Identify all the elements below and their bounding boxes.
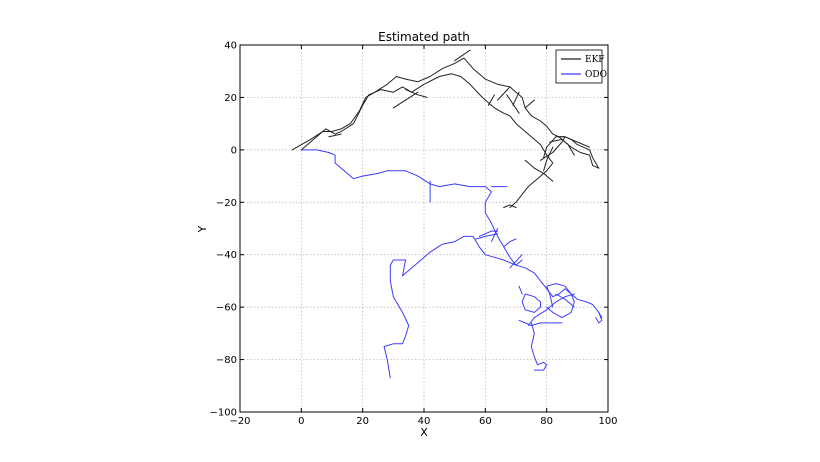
x-tick-label: 80 [540, 416, 553, 427]
y-tick-label: −80 [216, 355, 237, 366]
x-tick-label: −20 [229, 416, 250, 427]
x-tick-label: 20 [356, 416, 369, 427]
y-tick-label: 0 [231, 145, 237, 156]
y-axis-label: Y [196, 225, 209, 233]
odo-path-segment [515, 259, 523, 266]
ekf-path-segment [392, 91, 419, 109]
tick-layer: −20 0 20 40 60 80 100 −100 −80 −60 −40 −20 0 20 40 [210, 41, 618, 428]
y-tick-label: −40 [216, 250, 237, 261]
ekf-path-segment [300, 73, 554, 208]
y-tick-label: 20 [224, 93, 237, 104]
odo-path-segment [530, 322, 548, 371]
odo-path-segment [383, 259, 410, 379]
y-tick-label: −20 [216, 198, 237, 209]
odo-path-segment [478, 230, 499, 237]
y-tick-label: −60 [216, 303, 237, 314]
x-axis-label: X [420, 426, 428, 439]
legend-odo-label: ODO [585, 70, 607, 80]
odo-path-segment [521, 293, 541, 313]
ekf-path-segment [405, 89, 428, 98]
ekf-path-segment [524, 159, 554, 182]
ekf-path-segment [503, 204, 517, 208]
ekf-path-segment [506, 94, 520, 114]
odo-path-segment [595, 311, 603, 324]
odo-path-segment [475, 233, 499, 240]
ekf-path-segment [543, 146, 554, 172]
chart-title: Estimated path [378, 30, 470, 44]
ekf-path-segment [454, 49, 471, 62]
odo-path-segment [402, 235, 517, 277]
odo-path-segment [503, 238, 517, 248]
legend-ekf-label: EKF [585, 55, 605, 65]
ekf-path-segment [524, 99, 535, 109]
plot-clip-group [291, 49, 603, 379]
series-layer [291, 49, 603, 379]
y-tick-label: −100 [210, 408, 237, 419]
odo-path-segment [555, 293, 575, 308]
legend-box [555, 49, 603, 84]
odo-path-segment [491, 228, 499, 243]
y-tick-label: 40 [224, 41, 237, 52]
ekf-path-segment [558, 136, 575, 156]
x-tick-label: 0 [298, 416, 304, 427]
ekf-path-segment [328, 133, 342, 138]
odo-path-segment [527, 293, 575, 326]
odo-path-segment [518, 319, 563, 326]
x-tick-label: 60 [479, 416, 492, 427]
ekf-path-segment [497, 86, 511, 101]
odo-path-segment [546, 283, 575, 319]
legend: EKF ODO [555, 49, 607, 84]
odo-path-segment [518, 285, 523, 295]
x-tick-label: 40 [418, 416, 431, 427]
ekf-path-segment [512, 91, 520, 106]
ekf-path-segment [487, 94, 495, 106]
odo-path-segment [300, 149, 603, 319]
x-tick-label: 100 [598, 416, 617, 427]
ekf-path-segment [564, 136, 591, 148]
odo-path-segment [509, 254, 523, 269]
